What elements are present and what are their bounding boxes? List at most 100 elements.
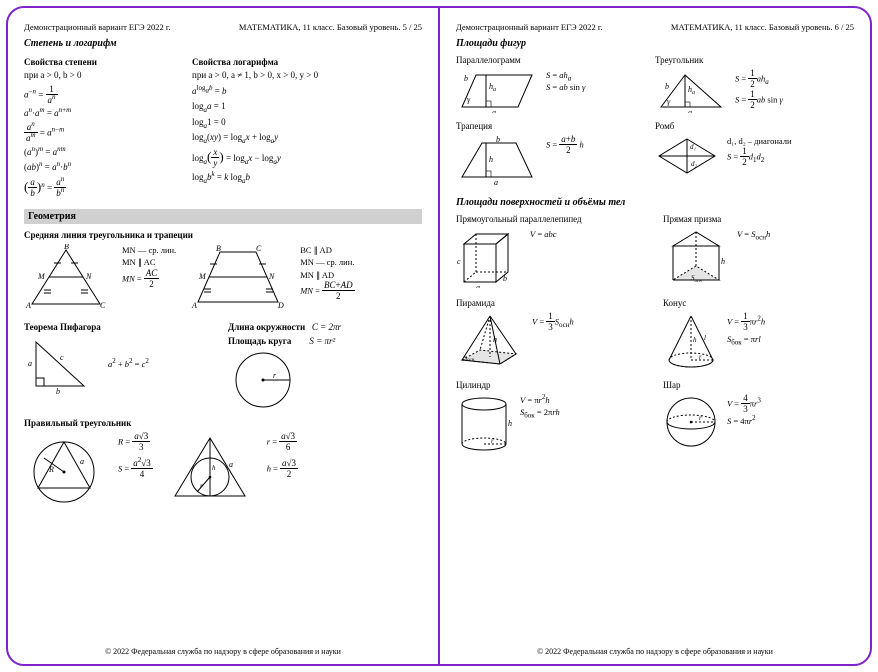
hdr-right: МАТЕМАТИКА, 11 класс. Базовый уровень. 6… — [671, 22, 854, 32]
svg-text:c: c — [457, 257, 461, 266]
solids-title: Площади поверхностей и объёмы тел — [456, 197, 854, 208]
svg-text:d₂: d₂ — [691, 160, 698, 168]
pow-6: (ab)n = anbn — [24, 177, 174, 199]
svg-text:r: r — [699, 353, 702, 361]
hdr-left: Демонстрационный вариант ЕГЭ 2022 г. — [24, 22, 171, 32]
page5-header: Демонстрационный вариант ЕГЭ 2022 г. МАТ… — [24, 22, 422, 32]
svg-text:a: a — [80, 457, 84, 466]
page6-footer: © 2022 Федеральная служба по надзору в с… — [440, 647, 870, 656]
pow-4: (an)m = anm — [24, 146, 174, 160]
pyramid-cell: Пирамида h Sосн V = 13Sоснh — [456, 296, 663, 378]
svg-text:a: a — [28, 359, 32, 368]
svg-text:r: r — [273, 371, 277, 380]
prism-cell: Прямая призма h Sосн V = Sоснh — [663, 212, 854, 296]
sphere-cell: Шар r V = 43πr3 S = 4πr2 — [663, 378, 854, 462]
solids-grid: Прямоугольный параллелепипед c a b V = a… — [456, 212, 854, 462]
log-cond: при a > 0, a ≠ 1, b > 0, x > 0, y > 0 — [192, 69, 422, 83]
plane-shapes-grid: Параллелограмм b ha γ a S = aha S = ab s… — [456, 53, 854, 191]
svg-text:b: b — [503, 274, 507, 283]
document-frame: Демонстрационный вариант ЕГЭ 2022 г. МАТ… — [6, 6, 872, 666]
svg-text:b: b — [665, 82, 669, 91]
pyth-circle-row: Теорема Пифагора c a b a2 + b2 = c2 Длин… — [24, 318, 422, 410]
svg-text:r: r — [491, 437, 494, 445]
svg-text:h: h — [721, 257, 725, 266]
svg-text:h: h — [489, 155, 493, 164]
svg-text:d₁: d₁ — [690, 143, 696, 151]
pow-title: Свойства степени — [24, 57, 174, 67]
svg-text:a: a — [476, 283, 480, 288]
pythagoras-block: Теорема Пифагора c a b a2 + b2 = c2 — [24, 318, 214, 394]
midline-trap-formulas: BC ∥ AD MN — ср. лин. MN ∥ AD MN = BC+AD… — [300, 244, 354, 302]
midline-tri-formulas: MN — ср. лин. MN ∥ AC MN = AC2 — [122, 244, 176, 289]
page-5: Демонстрационный вариант ЕГЭ 2022 г. МАТ… — [8, 8, 438, 664]
log-4: loga(xy) = logax + logay — [192, 131, 422, 145]
svg-text:M: M — [37, 272, 46, 281]
pow-3: anam = an−m — [24, 123, 174, 144]
cylinder-cell: Цилиндр h r V = πr2h Sбок = 2πrh — [456, 378, 663, 462]
svg-text:a: a — [492, 108, 496, 113]
hdr-right: МАТЕМАТИКА, 11 класс. Базовый уровень. 5… — [239, 22, 422, 32]
circle-block: Длина окружности C = 2πr Площадь круга S… — [228, 318, 341, 410]
geometry-bar: Геометрия — [24, 209, 422, 224]
sec-exp-log-title: Степень и логарифм — [24, 38, 422, 49]
svg-text:a: a — [229, 460, 233, 469]
parallelogram-cell: Параллелограмм b ha γ a S = aha S = ab s… — [456, 53, 655, 119]
svg-text:h: h — [212, 464, 216, 472]
eqtri-inscribed-formulas: r = a√36 h = a√32 — [267, 432, 298, 480]
log-col: Свойства логарифма при a > 0, a ≠ 1, b >… — [192, 53, 422, 201]
page-6: Демонстрационный вариант ЕГЭ 2022 г. МАТ… — [440, 8, 870, 664]
midline-trapezoid-fig: B C M N A D — [190, 244, 286, 310]
log-1: alogab = b — [192, 85, 422, 99]
svg-text:N: N — [85, 272, 92, 281]
svg-text:ha: ha — [489, 82, 496, 93]
svg-text:N: N — [268, 272, 275, 281]
midline-row: B M N A C MN — ср. лин. MN ∥ AC MN = AC2 — [24, 244, 422, 310]
svg-text:r: r — [200, 482, 203, 490]
log-3: loga1 = 0 — [192, 116, 422, 130]
svg-text:b: b — [496, 135, 500, 144]
svg-text:h: h — [508, 419, 512, 428]
svg-text:a: a — [494, 178, 498, 185]
svg-text:h: h — [693, 336, 697, 344]
page5-footer: © 2022 Федеральная служба по надзору в с… — [8, 647, 438, 656]
svg-text:C: C — [256, 244, 262, 253]
svg-text:h: h — [493, 335, 497, 344]
midline-title: Средняя линия треугольника и трапеции — [24, 230, 422, 240]
log-title: Свойства логарифма — [192, 57, 422, 67]
eqtri-circum-fig: R a — [24, 432, 104, 504]
powers-col: Свойства степени при a > 0, b > 0 a−n = … — [24, 53, 174, 201]
svg-text:c: c — [60, 353, 64, 362]
svg-text:A: A — [191, 301, 197, 310]
midline-triangle-fig: B M N A C — [24, 244, 108, 310]
svg-text:M: M — [198, 272, 207, 281]
svg-text:γ: γ — [467, 95, 471, 104]
svg-text:C: C — [100, 301, 106, 310]
eqtri-title: Правильный треугольник — [24, 418, 422, 428]
areas-title: Площади фигур — [456, 38, 854, 49]
rhombus-cell: Ромб d₁ d₂ d₁, d₂ – диагонали S = 12d1d2 — [655, 119, 854, 191]
triangle-cell: Треугольник b ha γ a S = 12aha S = 12ab … — [655, 53, 854, 119]
svg-text:R: R — [48, 465, 54, 474]
log-6: logabk = k logab — [192, 171, 422, 185]
svg-text:B: B — [64, 244, 69, 251]
hdr-left: Демонстрационный вариант ЕГЭ 2022 г. — [456, 22, 603, 32]
pyth-title: Теорема Пифагора — [24, 322, 214, 332]
svg-text:A: A — [25, 301, 31, 310]
svg-text:B: B — [216, 244, 221, 253]
pow-cond: при a > 0, b > 0 — [24, 69, 174, 83]
page6-header: Демонстрационный вариант ЕГЭ 2022 г. МАТ… — [456, 22, 854, 32]
svg-text:Sосн: Sосн — [464, 356, 475, 363]
svg-text:r: r — [699, 414, 702, 422]
svg-text:a: a — [688, 108, 692, 113]
svg-text:l: l — [704, 334, 706, 342]
svg-text:b: b — [464, 74, 468, 83]
log-5: loga(xy) = logax − logay — [192, 147, 422, 169]
eqtri-row: R a R = a√33 S = a2√34 r h a r = a√36 h — [24, 432, 422, 506]
pow-1: a−n = 1an — [24, 85, 174, 106]
box-cell: Прямоугольный параллелепипед c a b V = a… — [456, 212, 663, 296]
log-2: logaa = 1 — [192, 100, 422, 114]
svg-text:D: D — [277, 301, 284, 310]
pow-5: (ab)n = an·bn — [24, 161, 174, 175]
pow-2: an·am = an+m — [24, 107, 174, 121]
svg-text:γ: γ — [667, 97, 671, 106]
